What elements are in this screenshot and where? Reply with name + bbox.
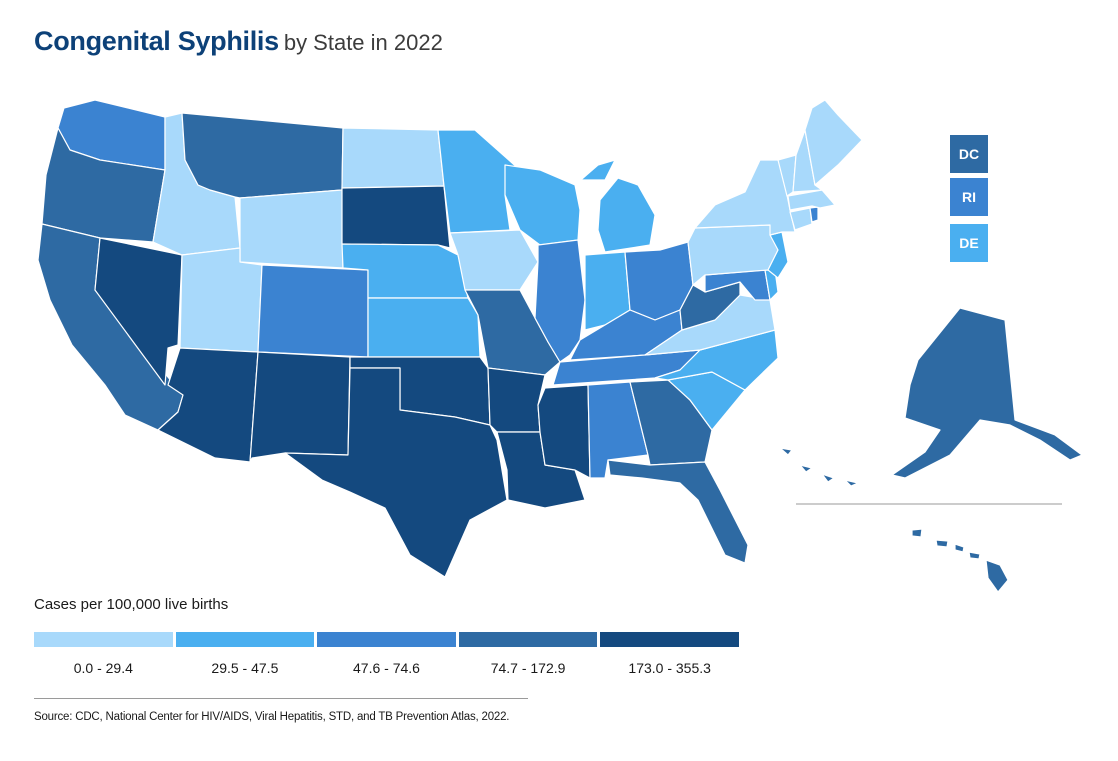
legend-swatch-5 <box>600 632 739 647</box>
source-note: Source: CDC, National Center for HIV/AID… <box>34 711 510 723</box>
state-MI[interactable] <box>574 159 656 253</box>
state-SD[interactable] <box>341 185 451 249</box>
state-MA[interactable] <box>787 189 836 211</box>
state-NY[interactable] <box>694 159 796 236</box>
dc-label: DC <box>958 146 980 162</box>
state-AR[interactable] <box>487 367 546 433</box>
ri-label: RI <box>962 189 976 205</box>
state-UT[interactable] <box>179 247 263 353</box>
state-RI[interactable] <box>809 206 819 223</box>
state-MS[interactable] <box>537 384 591 479</box>
state-WY[interactable] <box>239 189 344 269</box>
legend-label-1: 0.0 - 29.4 <box>73 660 133 676</box>
state-IA[interactable] <box>449 229 539 291</box>
state-CO[interactable] <box>257 264 369 358</box>
de-label: DE <box>959 235 979 251</box>
state-FL[interactable] <box>607 459 749 564</box>
legend-label-4: 74.7 - 172.9 <box>490 660 566 676</box>
state-MT[interactable] <box>181 112 344 199</box>
state-IL[interactable] <box>534 239 586 363</box>
legend-label-2: 29.5 - 47.5 <box>211 660 279 676</box>
state-CT[interactable] <box>789 207 813 231</box>
state-NM[interactable] <box>249 351 351 463</box>
legend-swatch-1 <box>34 632 173 647</box>
title-main: Congenital Syphilis <box>34 26 279 56</box>
state-NC[interactable] <box>654 329 779 391</box>
source-divider <box>34 698 528 699</box>
de-indicator[interactable]: DE <box>950 224 988 262</box>
state-MN[interactable] <box>437 129 521 234</box>
dc-indicator[interactable]: DC <box>950 135 988 173</box>
title-sub: by State in 2022 <box>283 30 443 55</box>
chart-title: Congenital Syphilis by State in 2022 <box>34 26 443 57</box>
state-HI[interactable] <box>911 528 1009 593</box>
state-NH[interactable] <box>792 129 823 193</box>
state-ND[interactable] <box>341 127 445 189</box>
legend-swatch-4 <box>458 632 598 647</box>
state-WV[interactable] <box>679 281 741 331</box>
ri-indicator[interactable]: RI <box>950 178 988 216</box>
legend-labels: 0.0 - 29.4 29.5 - 47.5 47.6 - 74.6 74.7 … <box>34 660 739 676</box>
state-KS[interactable] <box>367 297 481 358</box>
legend-label-3: 47.6 - 74.6 <box>353 660 420 676</box>
legend-bar <box>34 632 739 647</box>
legend-label-5: 173.0 - 355.3 <box>628 660 711 676</box>
legend-title: Cases per 100,000 live births <box>34 596 229 613</box>
state-AK[interactable] <box>779 307 1083 487</box>
legend-swatch-3 <box>317 632 456 647</box>
state-TX[interactable] <box>284 367 508 578</box>
state-ME[interactable] <box>804 99 863 186</box>
legend-swatch-2 <box>175 632 315 647</box>
us-choropleth-map <box>37 99 1083 593</box>
